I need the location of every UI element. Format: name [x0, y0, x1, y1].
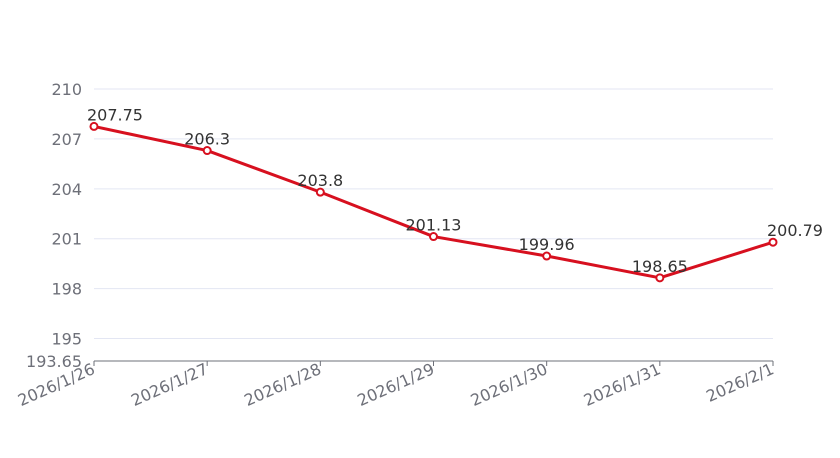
y-tick-label: 210: [51, 80, 82, 99]
y-tick-label: 195: [51, 330, 82, 349]
x-axis-ticks: 2026/1/26 2026/1/27 2026/1/28 2026/1/29 2026…: [15, 359, 777, 410]
data-label: 207.75: [87, 105, 143, 124]
y-tick-label: 198: [51, 280, 82, 299]
series: [89, 121, 778, 283]
series-line: [92, 124, 775, 280]
x-tick-label: 2026/2/1: [703, 359, 776, 406]
grid-lines: [94, 88, 773, 340]
data-label: 203.8: [297, 171, 343, 190]
y-tick-label: 201: [51, 230, 82, 249]
data-point: [89, 121, 99, 131]
data-label: 201.13: [406, 216, 462, 235]
data-point: [429, 232, 438, 242]
axes: [93, 360, 774, 366]
data-labels: 207.75 206.3 203.8 201.13 199.96 198.65 200.79: [87, 105, 823, 275]
y-axis-ticks: 193.65 195 198 201 204 207 210: [26, 80, 82, 371]
y-tick-label: 193.65: [26, 352, 82, 371]
x-tick-label: 2026/1/29: [354, 359, 437, 410]
data-point: [542, 251, 552, 261]
data-point: [202, 146, 212, 156]
x-tick-label: 2026/1/31: [581, 359, 664, 410]
data-point: [655, 273, 665, 283]
data-label: 206.3: [184, 130, 230, 149]
y-tick-label: 204: [51, 180, 82, 199]
data-label: 199.96: [519, 235, 575, 254]
y-tick-label: 207: [51, 130, 82, 149]
data-point: [768, 237, 778, 247]
x-tick-label: 2026/1/30: [468, 359, 551, 410]
data-point: [315, 187, 325, 197]
data-label: 198.65: [632, 257, 688, 276]
x-tick-label: 2026/1/28: [241, 359, 324, 410]
data-label: 200.79: [767, 221, 823, 240]
x-tick-label: 2026/1/27: [128, 359, 211, 410]
